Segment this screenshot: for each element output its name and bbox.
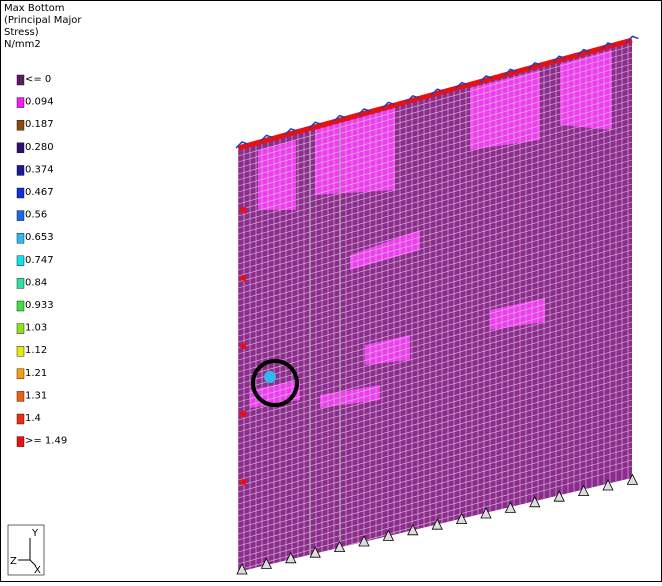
legend-title: (Principal Major [4, 15, 82, 26]
legend-title: N/mm2 [4, 39, 41, 50]
legend-swatch [17, 165, 24, 175]
legend-swatch [17, 414, 24, 424]
legend-swatch [17, 98, 24, 108]
legend-swatch [17, 346, 24, 356]
legend-label: 0.84 [25, 277, 47, 288]
legend-label: 1.21 [25, 368, 47, 379]
legend-label: 0.374 [25, 164, 54, 175]
legend-title: Max Bottom [4, 3, 65, 14]
hotspot [264, 371, 276, 383]
legend-label: 1.31 [25, 390, 47, 401]
legend-label: 0.467 [25, 187, 54, 198]
legend-label: >= 1.49 [25, 436, 67, 447]
legend-swatch [17, 143, 24, 153]
legend-title: Stress) [4, 27, 39, 38]
legend-label: <= 0 [25, 74, 51, 85]
legend-label: 0.280 [25, 142, 54, 153]
legend-label: 0.653 [25, 232, 54, 243]
legend-swatch [17, 369, 24, 379]
legend-label: 1.12 [25, 345, 47, 356]
legend-swatch [17, 324, 24, 334]
legend-label: 0.187 [25, 119, 54, 130]
legend-swatch [17, 301, 24, 311]
screenshot: Max Bottom(Principal MajorStress)N/mm2 <=… [0, 0, 662, 582]
legend-label: 0.094 [25, 97, 54, 108]
legend-swatch [17, 188, 24, 198]
legend-swatch [17, 391, 24, 401]
legend-swatch [17, 256, 24, 266]
axis-label: Z [10, 556, 17, 567]
axis-label: Y [31, 528, 39, 539]
legend-swatch [17, 233, 24, 243]
legend-swatch [17, 437, 24, 447]
legend-label: 1.4 [25, 413, 41, 424]
legend-label: 0.933 [25, 300, 54, 311]
legend-swatch [17, 278, 24, 288]
legend-swatch [17, 75, 24, 85]
legend-swatch [17, 120, 24, 130]
legend-label: 0.747 [25, 255, 54, 266]
legend-label: 0.56 [25, 210, 47, 221]
legend-label: 1.03 [25, 323, 47, 334]
legend-swatch [17, 211, 24, 221]
axis-label: X [34, 565, 41, 576]
